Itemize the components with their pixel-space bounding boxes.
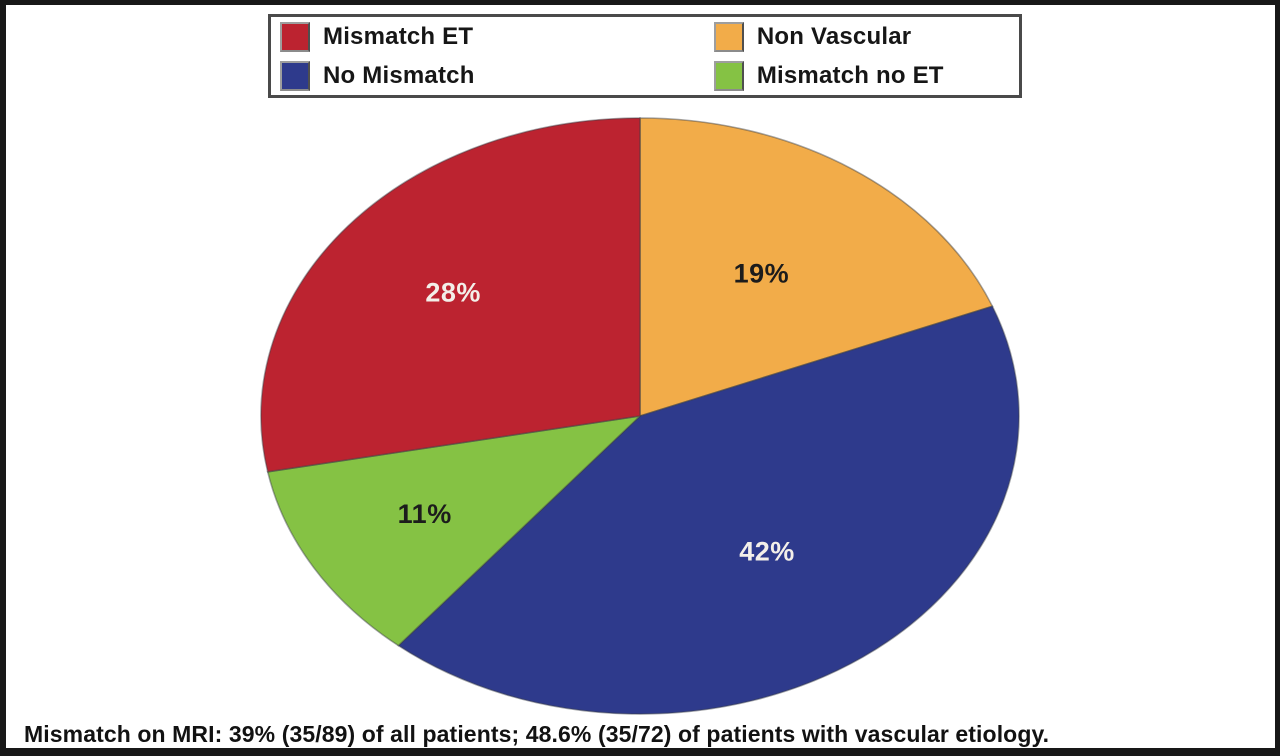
pie-slice-non-vascular <box>639 117 994 418</box>
pie-slice-label: 11% <box>398 499 452 529</box>
legend-swatch <box>280 21 310 52</box>
legend-swatch <box>713 60 744 91</box>
pie-slice-mismatch-et <box>260 117 641 473</box>
pie-slice-label: 19% <box>734 259 790 289</box>
pie-labels-group: 19% 42% 11% 28% <box>398 259 795 567</box>
pie-slice-label: 42% <box>739 537 795 567</box>
legend-item: Mismatch ET <box>271 21 705 52</box>
legend-item: No Mismatch <box>271 60 705 91</box>
pie-slices-group <box>260 117 1020 715</box>
legend-swatch <box>713 21 744 52</box>
legend-swatch <box>280 60 310 91</box>
figure-caption: Mismatch on MRI: 39% (35/89) of all pati… <box>24 721 1050 747</box>
pie-slice-mismatch-no-et <box>266 414 643 647</box>
legend-item-label: No Mismatch <box>323 61 475 89</box>
legend-item: Non Vascular <box>705 21 1019 52</box>
pie-slice-no-mismatch <box>397 305 1020 715</box>
legend-item: Mismatch no ET <box>705 60 1019 91</box>
legend-item-label: Mismatch no ET <box>756 61 944 89</box>
pie-slice-label: 28% <box>425 278 481 308</box>
legend-item-label: Mismatch ET <box>323 22 474 50</box>
legend-item-label: Non Vascular <box>756 22 912 50</box>
legend: Mismatch ET Non Vascular No Mismatch Mismat… <box>268 14 1022 98</box>
